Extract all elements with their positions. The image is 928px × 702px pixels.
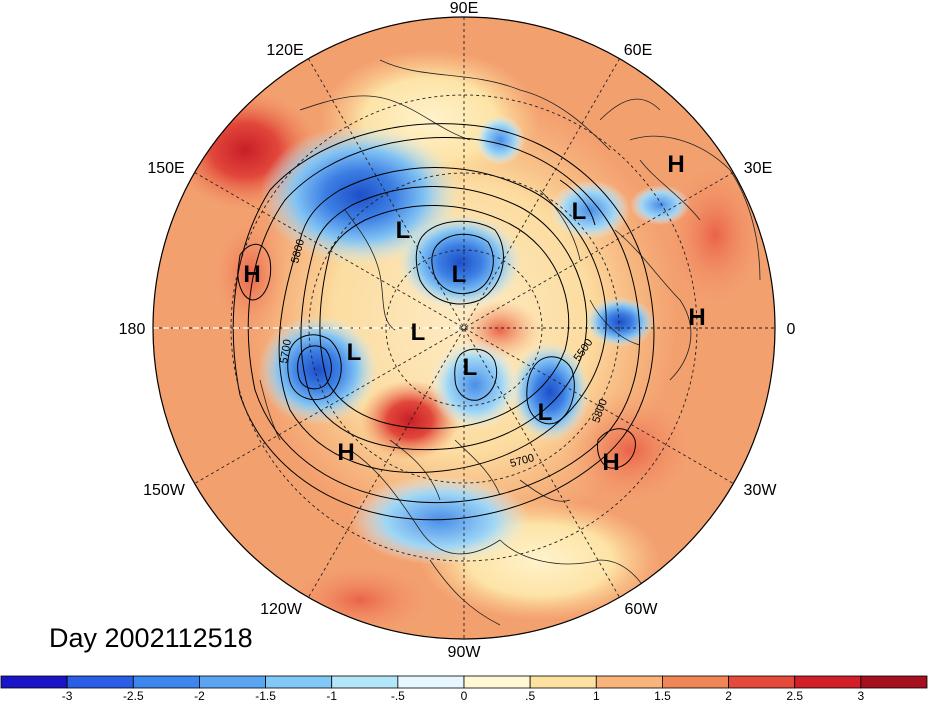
map-border bbox=[152, 16, 776, 640]
lon-label-60w: 60W bbox=[625, 601, 659, 618]
colorbar-tick-label: -1 bbox=[326, 689, 337, 702]
colorbar-tick-label: -3 bbox=[62, 689, 73, 702]
low-marker: L bbox=[396, 217, 411, 244]
high-marker: H bbox=[667, 151, 684, 178]
lon-label-120w: 120W bbox=[260, 601, 303, 618]
low-marker: L bbox=[411, 319, 426, 346]
colorbar-swatch bbox=[860, 675, 928, 689]
colorbar-tick-label: .5 bbox=[525, 689, 535, 702]
geopotential-contours bbox=[232, 123, 655, 521]
colorbar-tick-label: 0 bbox=[461, 689, 468, 702]
colorbar-tick-label: 2.5 bbox=[786, 689, 803, 702]
high-marker: H bbox=[688, 304, 705, 331]
low-marker: L bbox=[538, 399, 553, 426]
colorbar-tick-label: -2 bbox=[194, 689, 205, 702]
colorbar-swatch bbox=[199, 675, 266, 689]
colorbar-swatch bbox=[397, 675, 465, 689]
lon-label-60e: 60E bbox=[624, 42, 652, 59]
lon-label-150e: 150E bbox=[147, 160, 184, 177]
colorbar-swatch bbox=[794, 675, 862, 689]
colorbar-tick-label: -1.5 bbox=[255, 689, 276, 702]
low-marker: L bbox=[452, 261, 467, 288]
colorbar-tick-label: -2.5 bbox=[123, 689, 144, 702]
colorbar-swatch bbox=[728, 675, 796, 689]
high-marker: H bbox=[602, 449, 619, 476]
lon-label-30w: 30W bbox=[744, 482, 778, 499]
lon-label-90w: 90W bbox=[448, 644, 482, 661]
low-marker: L bbox=[463, 354, 478, 381]
low-marker: L bbox=[572, 198, 587, 225]
colorbar-swatch bbox=[66, 675, 134, 689]
colorbar: -3 -2.5 -2 -1.5 -1 -.5 0 .5 1 1.5 2 2.5 3 bbox=[0, 675, 928, 702]
low-marker: L bbox=[347, 339, 362, 366]
colorbar-swatch bbox=[265, 675, 333, 689]
lon-label-180: 180 bbox=[119, 321, 146, 338]
colorbar-swatch bbox=[662, 675, 729, 689]
colorbar-tick-label: 1 bbox=[593, 689, 600, 702]
lon-label-90e: 90E bbox=[450, 0, 478, 17]
contour-label: 5700 bbox=[278, 338, 294, 364]
colorbar-swatch bbox=[0, 675, 68, 689]
lon-label-150w: 150W bbox=[143, 482, 186, 499]
high-marker: H bbox=[337, 439, 354, 466]
colorbar-tick-label: 3 bbox=[858, 689, 865, 702]
colorbar-swatch bbox=[463, 675, 531, 689]
colorbar-swatch bbox=[132, 675, 200, 689]
lon-label-30e: 30E bbox=[744, 160, 772, 177]
colorbar-swatch bbox=[529, 675, 597, 689]
lon-label-120e: 120E bbox=[266, 42, 303, 59]
lon-label-0: 0 bbox=[787, 321, 796, 338]
day-title: Day 2002112518 bbox=[49, 623, 253, 653]
pressure-system-markers: H L L L L L H L L L H H L H bbox=[243, 151, 705, 476]
colorbar-tick-label: -.5 bbox=[391, 689, 405, 702]
colorbar-swatch bbox=[331, 675, 399, 689]
longitude-labels: 90E 60E 30E 0 30W 60W 90W 120W 150W 180 … bbox=[119, 0, 796, 661]
high-marker: H bbox=[243, 261, 260, 288]
colorbar-tick-label: 2 bbox=[725, 689, 732, 702]
colorbar-tick-label: 1.5 bbox=[654, 689, 671, 702]
colorbar-swatch bbox=[595, 675, 663, 689]
